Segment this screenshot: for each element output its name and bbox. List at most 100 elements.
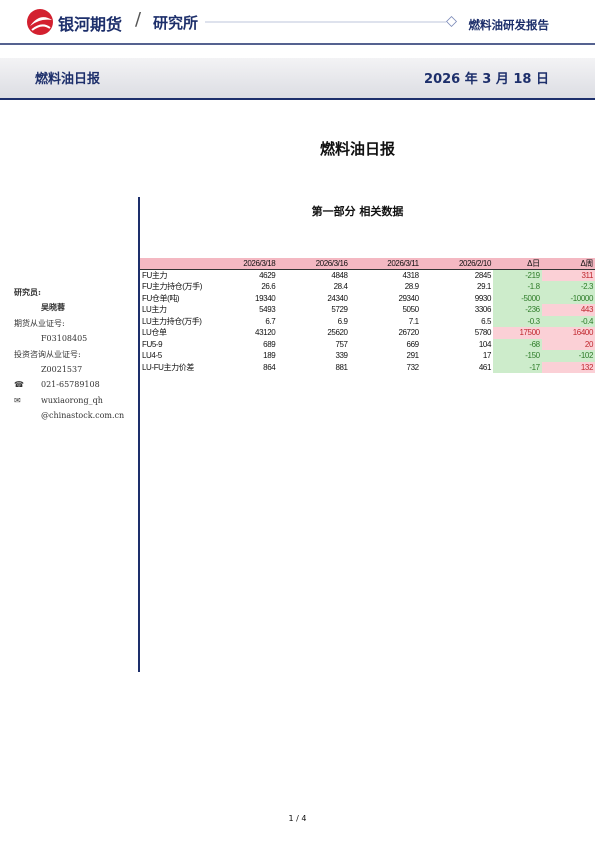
researcher: 吴晓蓉 xyxy=(41,302,65,312)
cell: 291 xyxy=(406,351,420,361)
cell: 3306 xyxy=(474,305,492,315)
row-label: LU主力 xyxy=(142,305,167,315)
row-label: LU仓单 xyxy=(142,328,167,338)
cell: 757 xyxy=(335,339,348,349)
cell: 28.4 xyxy=(333,282,348,292)
table-row: LU主力持仓(万手) 6.7 6.9 7.1 6.5 -0.3 -0.4 xyxy=(140,315,595,327)
phone-icon: ☎ xyxy=(14,380,24,389)
row-label: FU主力 xyxy=(142,271,168,280)
cell: 24340 xyxy=(327,293,348,303)
cell: 732 xyxy=(406,362,420,372)
cell: 26.6 xyxy=(261,282,276,292)
cell: 9930 xyxy=(474,293,492,303)
cell: 311 xyxy=(541,269,595,281)
cell: -0.4 xyxy=(541,315,595,327)
dept: 研究所 xyxy=(153,14,199,32)
cell: 43120 xyxy=(255,328,276,338)
cell: 461 xyxy=(478,362,492,372)
researcher-label: 研究员: xyxy=(14,287,41,297)
cell: 4629 xyxy=(259,271,276,280)
row-label: FU5-9 xyxy=(142,339,163,349)
cell: 104 xyxy=(478,339,492,349)
advisory-license-label: 投资咨询从业证号: xyxy=(14,350,81,359)
header-graphics xyxy=(0,9,595,45)
advisory-license: Z0021537 xyxy=(41,365,83,374)
divider xyxy=(138,197,140,672)
cell: 339 xyxy=(335,351,348,361)
banner-title: 燃料油日报 xyxy=(35,72,101,87)
row-label: FU主力持仓(万手) xyxy=(142,282,202,292)
cell: 2845 xyxy=(474,271,492,280)
row-label: LU4-5 xyxy=(142,351,162,361)
cell: -236 xyxy=(493,304,542,316)
header-row: 2026/3/18 2026/3/16 2026/3/11 2026/2/10 Δ日 Δ周 xyxy=(140,258,595,270)
futures-license: F03108405 xyxy=(41,334,88,343)
cell: 689 xyxy=(263,339,276,349)
cell: 26720 xyxy=(398,328,419,338)
header-cell: 2026/2/10 xyxy=(420,258,493,270)
cell: -102 xyxy=(541,350,595,362)
title: 燃料油日报 xyxy=(319,140,395,158)
brand: 银河期货 xyxy=(58,15,123,34)
cell: -10000 xyxy=(541,292,595,304)
header-cell: Δ日 xyxy=(493,258,542,270)
cell: 20 xyxy=(541,338,595,350)
table-row: LU4-5 189 339 291 17 -150 -102 xyxy=(140,350,595,362)
cell: 6.7 xyxy=(265,316,276,326)
cell: 5050 xyxy=(402,305,420,315)
cell: 25620 xyxy=(327,328,348,338)
table-row: LU-FU主力价差 864 881 732 461 -17 132 xyxy=(140,361,595,373)
header-cell: 2026/3/16 xyxy=(277,258,350,270)
cell: 881 xyxy=(335,362,348,372)
row-label: FU仓单(吨) xyxy=(142,293,180,303)
banner xyxy=(0,58,595,100)
cell: 4318 xyxy=(402,271,420,280)
cell: 443 xyxy=(541,304,595,316)
cell: -1.8 xyxy=(493,281,542,293)
cell: 7.1 xyxy=(408,316,419,326)
cell: 16400 xyxy=(541,327,595,339)
section-title: 第一部分 相关数据 xyxy=(311,205,404,218)
table-row: FU仓单(吨) 19340 24340 29340 9930 -5000 -10000 xyxy=(140,292,595,304)
cell: 5493 xyxy=(259,305,276,315)
cell: 17 xyxy=(482,351,492,361)
header-cell: 2026/3/11 xyxy=(349,258,421,270)
header-cell: Δ周 xyxy=(541,258,595,270)
cell: 189 xyxy=(263,351,276,361)
cell: -68 xyxy=(493,338,542,350)
cell: 6.9 xyxy=(337,316,348,326)
email: @chinastock.com.cn xyxy=(41,411,125,420)
banner-date: 2026 年 3 月 18 日 xyxy=(424,72,549,87)
cell: 17500 xyxy=(493,327,542,339)
cell: -219 xyxy=(493,269,542,281)
cell: 5729 xyxy=(331,305,348,315)
cell: -0.3 xyxy=(493,315,542,327)
report-type: 燃料油研发报告 xyxy=(468,18,550,32)
cell: 864 xyxy=(263,362,276,372)
table-row: LU仓单 43120 25620 26720 5780 17500 16400 xyxy=(140,327,595,339)
cell: -5000 xyxy=(493,292,542,304)
cell: -2.3 xyxy=(541,281,595,293)
cell: 4848 xyxy=(331,271,348,280)
cell: -150 xyxy=(493,350,542,362)
cell: 29340 xyxy=(398,293,419,303)
cell: 28.9 xyxy=(404,282,419,292)
email: wuxiaorong_qh xyxy=(41,396,103,405)
cell: 669 xyxy=(406,339,420,349)
cell: 5780 xyxy=(474,328,492,338)
table-row: FU主力持仓(万手) 26.6 28.4 28.9 29.1 -1.8 -2.3 xyxy=(140,281,595,293)
futures-license-label: 期货从业证号: xyxy=(14,319,65,328)
table-row: LU主力 5493 5729 5050 3306 -236 443 xyxy=(140,304,595,316)
phone: 021-65789108 xyxy=(41,380,100,389)
header-cell: 2026/3/18 xyxy=(205,258,278,270)
row-label: LU-FU主力价差 xyxy=(142,362,194,372)
data-table: 2026/3/18 2026/3/16 2026/3/11 2026/2/10 Δ日 Δ周… xyxy=(140,258,595,373)
table-row: FU主力 4629 4848 4318 2845 -219 311 xyxy=(140,269,595,281)
email-icon: ✉ xyxy=(14,396,21,405)
cell: -17 xyxy=(493,361,542,373)
header-cell xyxy=(140,258,205,270)
separator: / xyxy=(135,9,142,30)
table-row: FU5-9 689 757 669 104 -68 20 xyxy=(140,338,595,350)
page-number: 1 / 4 xyxy=(288,814,307,823)
